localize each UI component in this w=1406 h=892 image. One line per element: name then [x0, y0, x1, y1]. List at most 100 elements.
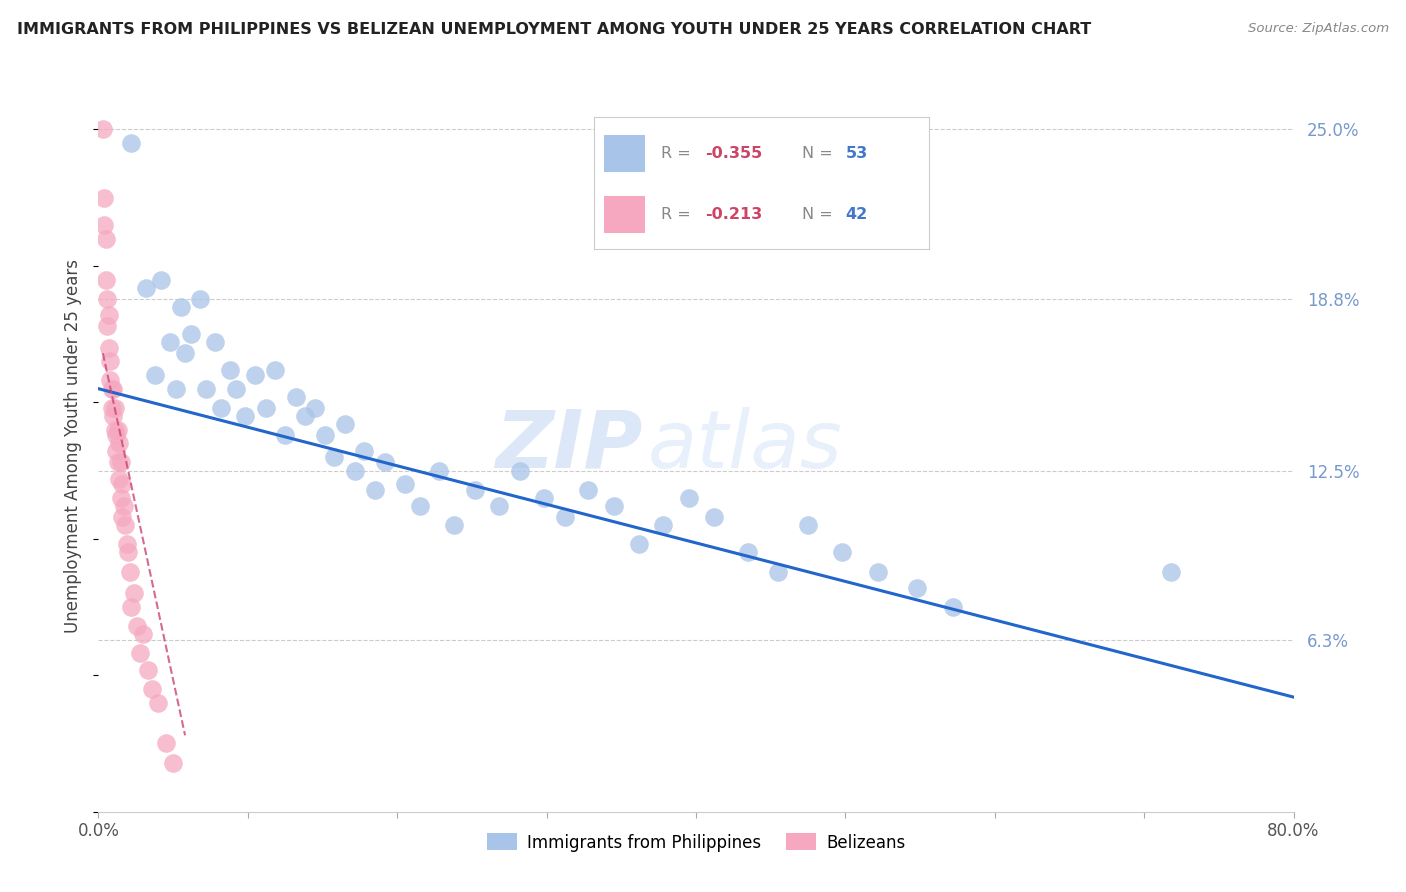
Point	[93, 191, 115, 205]
Point	[105, 428, 128, 442]
Point	[103, 409, 125, 423]
Point	[315, 428, 337, 442]
Point	[148, 696, 170, 710]
Point	[143, 368, 166, 382]
Point	[162, 756, 184, 770]
Point	[155, 737, 177, 751]
Point	[408, 499, 430, 513]
Point	[353, 444, 375, 458]
Point	[554, 510, 576, 524]
Text: IMMIGRANTS FROM PHILIPPINES VS BELIZEAN UNEMPLOYMENT AMONG YOUTH UNDER 25 YEARS : IMMIGRANTS FROM PHILIPPINES VS BELIZEAN …	[17, 22, 1091, 37]
Point	[159, 335, 181, 350]
Point	[98, 354, 122, 368]
Point	[233, 409, 256, 423]
Point	[209, 401, 232, 415]
Point	[245, 368, 267, 382]
Point	[108, 436, 131, 450]
Point	[91, 122, 114, 136]
Point	[104, 401, 127, 415]
Point	[94, 231, 117, 245]
Point	[120, 136, 142, 150]
Point	[117, 545, 139, 559]
Point	[374, 455, 396, 469]
Point	[578, 483, 600, 497]
Point	[219, 362, 242, 376]
Point	[180, 327, 202, 342]
Point	[94, 272, 117, 286]
Point	[427, 464, 450, 478]
Point	[129, 647, 152, 661]
Y-axis label: Unemployment Among Youth under 25 years: Unemployment Among Youth under 25 years	[65, 259, 83, 633]
Text: ZIP: ZIP	[495, 407, 643, 485]
Point	[797, 518, 820, 533]
Point	[120, 600, 142, 615]
Point	[132, 627, 155, 641]
Point	[652, 518, 675, 533]
Point	[333, 417, 356, 432]
Point	[678, 491, 700, 505]
Point	[111, 477, 134, 491]
Point	[737, 545, 759, 559]
Legend: Immigrants from Philippines, Belizeans: Immigrants from Philippines, Belizeans	[479, 827, 912, 858]
Point	[118, 565, 141, 579]
Point	[107, 455, 129, 469]
Point	[169, 300, 191, 314]
Point	[103, 382, 125, 396]
Point	[101, 401, 124, 415]
Point	[96, 318, 118, 333]
Point	[533, 491, 555, 505]
Point	[304, 401, 326, 415]
Point	[254, 401, 277, 415]
Point	[114, 518, 136, 533]
Point	[115, 537, 138, 551]
Point	[204, 335, 226, 350]
Point	[394, 477, 416, 491]
Point	[188, 292, 211, 306]
Point	[284, 390, 307, 404]
Point	[831, 545, 853, 559]
Point	[97, 308, 120, 322]
Text: atlas: atlas	[648, 407, 844, 485]
Point	[108, 472, 131, 486]
Point	[111, 510, 134, 524]
Point	[105, 444, 128, 458]
Point	[101, 382, 124, 396]
Point	[141, 681, 163, 696]
Point	[905, 581, 928, 595]
Point	[225, 382, 247, 396]
Text: Source: ZipAtlas.com: Source: ZipAtlas.com	[1249, 22, 1389, 36]
Point	[165, 382, 187, 396]
Point	[628, 537, 651, 551]
Point	[150, 272, 173, 286]
Point	[488, 499, 510, 513]
Point	[127, 619, 149, 633]
Point	[98, 374, 122, 388]
Point	[112, 499, 135, 513]
Point	[603, 499, 626, 513]
Point	[464, 483, 486, 497]
Point	[263, 362, 285, 376]
Point	[135, 281, 157, 295]
Point	[509, 464, 531, 478]
Point	[344, 464, 367, 478]
Point	[868, 565, 890, 579]
Point	[195, 382, 218, 396]
Point	[766, 565, 789, 579]
Point	[97, 341, 120, 355]
Point	[104, 423, 127, 437]
Point	[174, 346, 197, 360]
Point	[443, 518, 465, 533]
Point	[136, 663, 159, 677]
Point	[1160, 565, 1182, 579]
Point	[323, 450, 346, 464]
Point	[110, 455, 132, 469]
Point	[703, 510, 725, 524]
Point	[107, 423, 129, 437]
Point	[294, 409, 316, 423]
Point	[364, 483, 387, 497]
Point	[124, 586, 146, 600]
Point	[110, 491, 132, 505]
Point	[93, 218, 115, 232]
Point	[274, 428, 297, 442]
Point	[96, 292, 118, 306]
